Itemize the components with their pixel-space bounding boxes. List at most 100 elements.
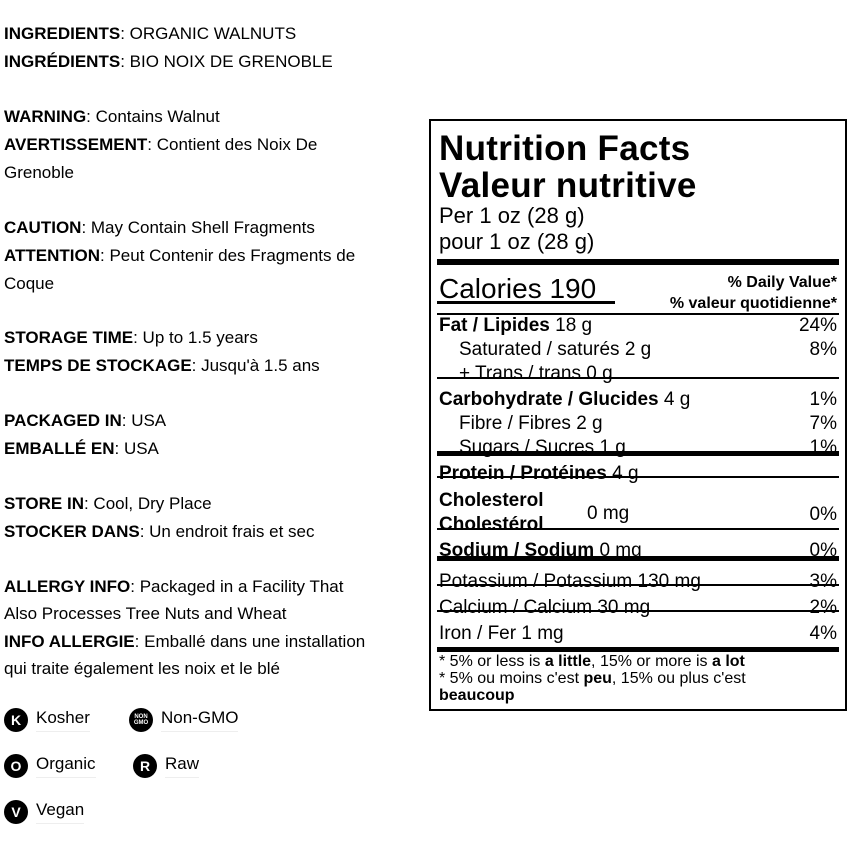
info-text: : ORGANIC WALNUTS [120,24,297,43]
info-label: TEMPS DE STOCKAGE [4,356,192,375]
nutrient-dv: 8% [809,339,837,360]
divider [437,313,839,315]
cholesterol-fr: Cholestérol [439,514,544,535]
info-label: STOCKER DANS [4,522,140,541]
info-label: STORAGE TIME [4,328,134,347]
nutrient-name: Saturated / saturés 2 g [459,339,652,360]
cholesterol-dv: 0% [809,504,837,525]
nutrient-dv: 2% [809,597,837,618]
info-label: INFO ALLERGIE [4,632,135,651]
info-text: : Packaged in a Facility That [130,577,344,596]
nutrient-dv: 7% [809,413,837,434]
info-line: PACKAGED IN: USA [4,411,166,431]
nutrient-row: Iron / Fer 1 mg 4% [439,623,837,645]
info-label: ALLERGY INFO [4,577,131,596]
info-line: WARNING: Contains Walnut [4,107,220,127]
nutrient-dv: 1% [809,389,837,410]
divider [437,610,839,612]
info-line: INGREDIENTS: ORGANIC WALNUTS [4,24,296,44]
divider [437,476,839,478]
divider [437,647,839,652]
info-line: INFO ALLERGIE: Emballé dans une installa… [4,632,365,652]
info-text: Also Processes Tree Nuts and Wheat [4,604,287,623]
vegan-icon: V [4,800,28,824]
badge-non-gmo: NON GMO Non-GMO [129,708,239,732]
nutrient-row: Carbohydrate / Glucides 4 g 1% [439,389,837,411]
footnote-en: * 5% or less is a little, 15% or more is… [439,653,745,670]
nutrient-row: Sodium / Sodium 0 mg 0% [439,540,837,562]
info-label: INGRÉDIENTS [4,52,121,71]
nutrient-name: Fat / Lipides 18 g [439,315,593,336]
info-text: : Jusqu'à 1.5 ans [191,356,320,375]
badge-label: Non-GMO [161,708,239,732]
nutrient-row: Protein / Protéines 4 g [439,463,837,485]
info-line: Grenoble [4,163,74,183]
badge-kosher: K Kosher [4,708,90,732]
footnote-fr-cont: beaucoup [439,687,515,704]
info-label: INGREDIENTS [4,24,121,43]
info-line: STORE IN: Cool, Dry Place [4,494,212,514]
info-line: EMBALLÉ EN: USA [4,439,159,459]
cholesterol-amount: 0 mg [587,503,630,524]
nutrient-row: Saturated / saturés 2 g 8% [439,339,837,361]
info-text: : Emballé dans une installation [134,632,366,651]
info-text: : USA [114,439,159,458]
info-line: AVERTISSEMENT: Contient des Noix De [4,135,317,155]
info-label: EMBALLÉ EN [4,439,115,458]
info-text: : Un endroit frais et sec [139,522,315,541]
info-label: STORE IN [4,494,84,513]
nutrient-name: + Trans / trans 0 g [459,363,613,384]
daily-value-fr: % valeur quotidienne* [669,295,837,312]
badge-vegan: V Vegan [4,800,85,824]
nutrient-dv: 24% [798,315,837,336]
info-text: : USA [121,411,167,430]
footnote-fr: * 5% ou moins c'est peu, 15% ou plus c'e… [439,670,746,687]
info-text: Coque [4,274,55,293]
info-text: : Contient des Noix De [147,135,318,154]
info-line: Coque [4,274,54,294]
kosher-icon: K [4,708,28,732]
organic-icon: O [4,754,28,778]
info-line: INGRÉDIENTS: BIO NOIX DE GRENOBLE [4,52,333,72]
badge-label: Organic [36,754,96,778]
nutrition-facts-panel: Nutrition Facts Valeur nutritive Per 1 o… [429,119,847,711]
nutrient-name: Protein / Protéines 4 g [439,463,639,484]
cholesterol-en: Cholesterol [439,490,544,511]
info-text: : Cool, Dry Place [83,494,212,513]
nutrient-dv: 0% [809,540,837,561]
info-text: qui traite également les noix et le blé [4,659,280,678]
info-line: CAUTION: May Contain Shell Fragments [4,218,315,238]
badge-organic: O Organic [4,754,96,778]
info-label: CAUTION [4,218,82,237]
divider [437,584,839,586]
daily-value-en: % Daily Value* [727,274,837,291]
nutrient-name: Sodium / Sodium 0 mg [439,540,642,561]
nutrient-name: Fibre / Fibres 2 g [459,413,603,434]
divider [437,556,839,561]
info-line: ALLERGY INFO: Packaged in a Facility Tha… [4,577,344,597]
nutrient-row: + Trans / trans 0 g [439,363,837,385]
info-text: : Up to 1.5 years [133,328,258,347]
info-line: qui traite également les noix et le blé [4,659,280,679]
nutrient-row: Fat / Lipides 18 g 24% [439,315,837,337]
info-line: TEMPS DE STOCKAGE: Jusqu'à 1.5 ans [4,356,320,376]
info-line: STOCKER DANS: Un endroit frais et sec [4,522,315,542]
info-label: WARNING [4,107,87,126]
nutrient-name: Potassium / Potassium 130 mg [439,571,701,592]
nutrient-row: Potassium / Potassium 130 mg 3% [439,571,837,593]
badge-raw: R Raw [133,754,200,778]
nutrient-dv: 3% [809,571,837,592]
info-line: ATTENTION: Peut Contenir des Fragments d… [4,246,355,266]
badge-label: Kosher [36,708,90,732]
nutrient-dv: 4% [809,623,837,644]
info-text: : May Contain Shell Fragments [81,218,315,237]
info-label: ATTENTION [4,246,101,265]
calories: Calories 190 [439,273,597,304]
nutrient-name: Carbohydrate / Glucides 4 g [439,389,691,410]
divider [437,528,839,530]
info-line: STORAGE TIME: Up to 1.5 years [4,328,258,348]
nutrient-row: Calcium / Calcium 30 mg 2% [439,597,837,619]
info-line: Also Processes Tree Nuts and Wheat [4,604,287,624]
info-text: : BIO NOIX DE GRENOBLE [120,52,333,71]
divider [437,301,615,304]
